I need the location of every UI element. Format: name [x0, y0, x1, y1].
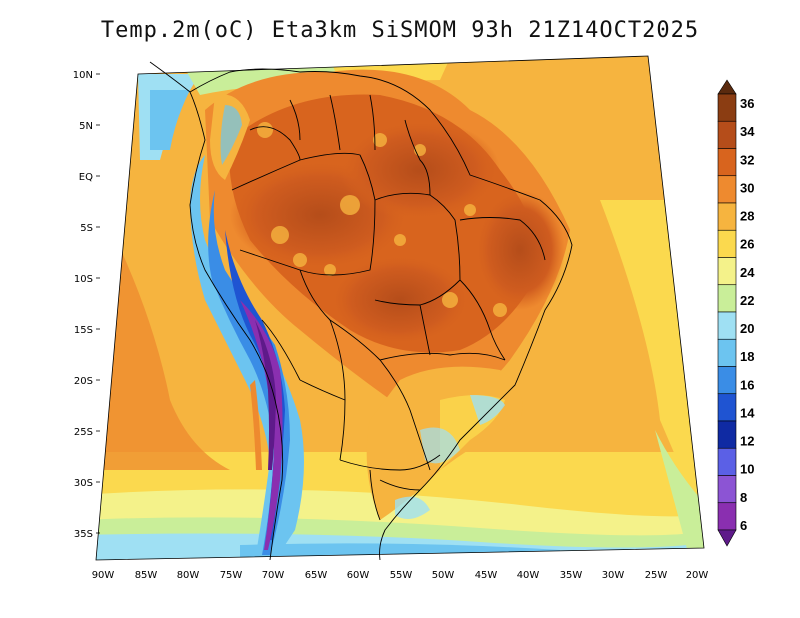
lon-label: 50W: [432, 570, 455, 581]
colorbar: 36 34 32 30 28 26 24 22 20 18 16 14 12 10 8 6: [717, 79, 755, 547]
lat-label: 20S: [74, 376, 93, 387]
colorbar-swatch: [717, 175, 737, 204]
colorbar-swatch: [717, 229, 737, 258]
map-title: Temp.2m(oC) Eta3km SiSMOM 93h 21Z14OCT20…: [100, 18, 700, 43]
colorbar-label: 10: [740, 462, 754, 477]
colorbar-label: 22: [740, 293, 754, 308]
colorbar-swatch: [717, 447, 737, 476]
lon-label: 20W: [686, 570, 709, 581]
lon-label: 45W: [475, 570, 498, 581]
colorbar-swatch: [717, 284, 737, 313]
colorbar-arrow-top: [717, 79, 737, 95]
latitude-labels: 10N 5N EQ 5S 10S 15S 20S 25S 30S 35S: [73, 70, 93, 540]
lon-label: 40W: [517, 570, 540, 581]
colorbar-swatch: [717, 257, 737, 286]
colorbar-swatch: [717, 366, 737, 395]
lon-label: 85W: [135, 570, 158, 581]
lat-label: 5N: [79, 121, 93, 132]
lon-label: 75W: [220, 570, 243, 581]
temperature-field: [96, 56, 704, 560]
lon-label: 35W: [560, 570, 583, 581]
lat-label: 15S: [74, 325, 93, 336]
lat-label: 10N: [73, 70, 93, 81]
colorbar-arrow-bottom: [717, 529, 737, 547]
lon-label: 30W: [602, 570, 625, 581]
colorbar-swatch: [717, 338, 737, 367]
lat-label: 5S: [80, 223, 93, 234]
lat-label: 30S: [74, 478, 93, 489]
lon-label: 70W: [262, 570, 285, 581]
lat-label: 25S: [74, 427, 93, 438]
lon-label: 60W: [347, 570, 370, 581]
colorbar-swatch: [717, 202, 737, 231]
colorbar-label: 12: [740, 434, 754, 449]
colorbar-label: 14: [740, 405, 755, 420]
colorbar-swatch: [717, 148, 737, 177]
lon-label: 55W: [390, 570, 413, 581]
colorbar-label: 24: [740, 265, 755, 280]
lat-label: EQ: [79, 172, 93, 183]
colorbar-label: 20: [740, 321, 754, 336]
colorbar-label: 26: [740, 237, 754, 252]
colorbar-label: 28: [740, 209, 754, 224]
domain-border: [95, 55, 705, 561]
axis-ticks: [96, 73, 100, 534]
colorbar-label: 36: [740, 96, 754, 111]
colorbar-label: 16: [740, 377, 754, 392]
lon-label: 25W: [645, 570, 668, 581]
colorbar-swatch: [717, 93, 737, 122]
lon-label: 80W: [177, 570, 200, 581]
lon-label: 65W: [305, 570, 328, 581]
colorbar-swatch: [717, 502, 737, 531]
colorbar-swatch: [717, 420, 737, 449]
political-boundaries: [149, 61, 573, 561]
colorbar-label: 30: [740, 180, 754, 195]
lat-label: 10S: [74, 274, 93, 285]
colorbar-label: 18: [740, 349, 754, 364]
colorbar-label: 34: [740, 124, 755, 139]
colorbar-label: 6: [740, 518, 747, 533]
colorbar-swatch: [717, 120, 737, 149]
colorbar-swatch: [717, 393, 737, 422]
colorbar-swatch: [717, 475, 737, 504]
lon-label: 90W: [92, 570, 115, 581]
longitude-labels: 90W 85W 80W 75W 70W 65W 60W 55W 50W 45W …: [92, 570, 709, 581]
colorbar-swatch: [717, 311, 737, 340]
colorbar-label: 32: [740, 152, 754, 167]
lat-label: 35S: [74, 529, 93, 540]
colorbar-label: 8: [740, 490, 747, 505]
